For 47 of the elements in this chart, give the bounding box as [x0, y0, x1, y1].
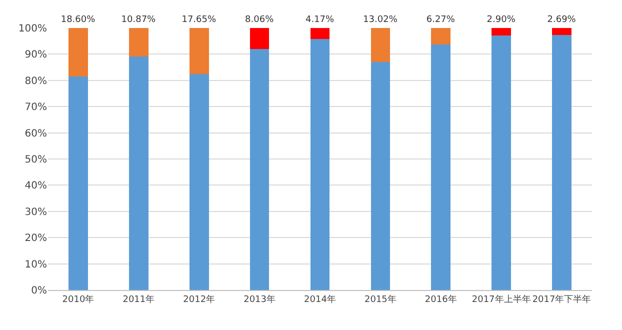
- x-tick-label: 2014年: [304, 294, 336, 305]
- bar: [431, 28, 451, 44]
- y-tick-label: 50%: [24, 154, 47, 166]
- data-label: 4.17%: [305, 15, 335, 25]
- x-tick-label: 2010年: [62, 294, 94, 305]
- data-label: 8.06%: [245, 15, 274, 25]
- bar: [431, 44, 451, 290]
- x-tick-label: 2016年: [424, 294, 457, 305]
- y-tick-label: 10%: [24, 259, 47, 270]
- data-label: 2.90%: [486, 15, 516, 25]
- bar: [492, 36, 511, 290]
- y-tick-label: 100%: [18, 24, 47, 34]
- bar: [310, 28, 330, 39]
- bar: [129, 28, 148, 56]
- x-tick-label: 2017年下半年: [532, 294, 592, 305]
- data-label: 17.65%: [182, 15, 216, 25]
- bar: [68, 76, 88, 290]
- y-tick-label: 0%: [31, 286, 47, 296]
- x-tick-label: 2013年: [244, 294, 276, 305]
- y-tick-label: 80%: [24, 76, 47, 87]
- bar: [250, 28, 270, 50]
- y-tick-label: 20%: [24, 233, 47, 244]
- bar: [68, 28, 88, 77]
- bar: [189, 28, 209, 74]
- y-tick-label: 30%: [24, 206, 47, 218]
- y-tick-label: 40%: [24, 180, 47, 192]
- bar: [310, 38, 330, 290]
- bar: [250, 49, 270, 290]
- x-tick-label: 2015年: [364, 294, 396, 305]
- bar: [552, 28, 572, 36]
- x-tick-label: 2012年: [183, 294, 216, 305]
- y-tick-label: 60%: [24, 128, 47, 140]
- data-label: 13.02%: [363, 15, 398, 25]
- data-label: 18.60%: [60, 15, 96, 25]
- x-tick-label: 2017年上半年: [472, 294, 531, 305]
- bar: [370, 28, 390, 62]
- bar: [370, 62, 390, 290]
- bar: [552, 35, 572, 290]
- bar: [189, 74, 209, 290]
- data-label: 6.27%: [426, 15, 456, 25]
- data-label: 2.69%: [547, 15, 576, 25]
- x-tick-label: 2011年: [122, 294, 155, 305]
- y-tick-label: 90%: [24, 50, 47, 61]
- data-label: 10.87%: [121, 15, 156, 25]
- bar: [129, 56, 148, 290]
- y-tick-label: 70%: [24, 102, 47, 114]
- bar: [492, 28, 511, 36]
